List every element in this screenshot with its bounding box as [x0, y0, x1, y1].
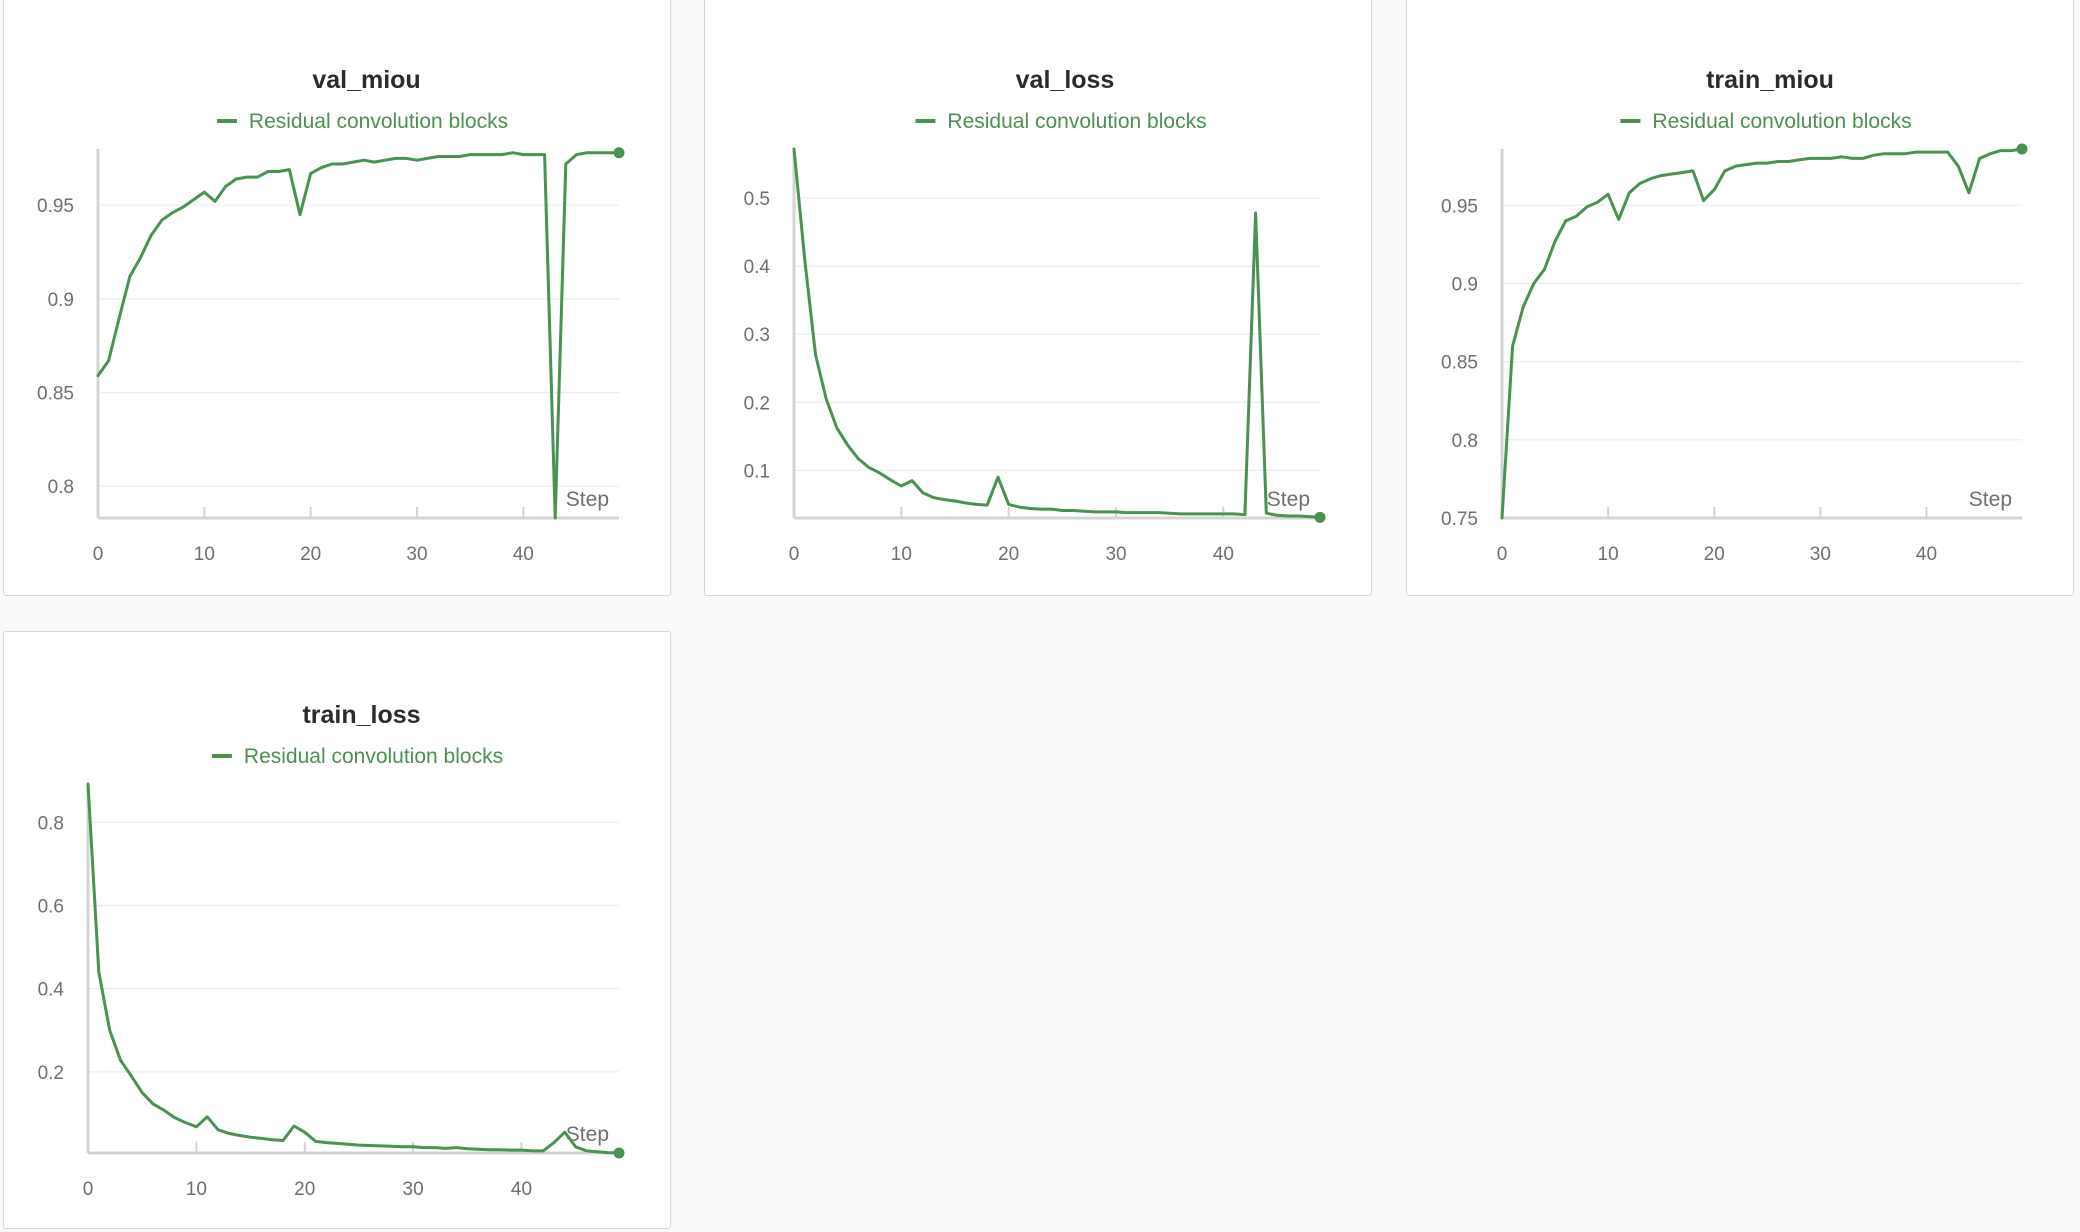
val-loss-chart: val_loss Residual convolution blocks 0.1 0.… [744, 66, 1326, 565]
y-tick-label: 0.8 [38, 813, 64, 834]
val-miou-chart: val_miou Residual convolution blocks 0.8 0.… [37, 66, 625, 565]
chart-title: val_loss [1016, 66, 1115, 94]
x-tick-label: 10 [194, 544, 215, 565]
x-tick-label: 10 [186, 1179, 207, 1200]
y-tick-label: 0.75 [1441, 509, 1478, 530]
x-tick-label: 20 [300, 544, 321, 565]
y-tick-label: 0.2 [38, 1063, 64, 1084]
series-line-residual-convolution-blocks [86, 782, 621, 1155]
x-tick-label: 30 [1105, 544, 1126, 565]
x-tick-label: 10 [1598, 544, 1619, 565]
y-tick-label: 0.9 [48, 290, 74, 311]
series-last-point [613, 147, 625, 159]
y-tick-label: 0.6 [38, 896, 64, 917]
x-tick-label: 30 [1810, 544, 1831, 565]
x-tick-label: 20 [998, 544, 1019, 565]
series-last-point [1314, 511, 1326, 523]
y-tick-label: 0.9 [1452, 274, 1478, 295]
y-tick-label: 0.3 [744, 325, 770, 346]
train-miou-chart: train_miou Residual convolution blocks 0.7… [1441, 66, 2028, 565]
y-tick-label: 0.5 [744, 189, 770, 210]
series-line-residual-convolution-blocks [96, 151, 621, 520]
x-tick-label: 10 [891, 544, 912, 565]
x-tick-label: 0 [93, 544, 104, 565]
chart-title: val_miou [312, 66, 420, 94]
chart-title: train_loss [302, 701, 420, 729]
legend-label: Residual convolution blocks [1652, 110, 1911, 133]
x-axis-label: Step [566, 1123, 609, 1146]
y-tick-label: 0.85 [1441, 353, 1478, 374]
x-tick-label: 20 [1704, 544, 1725, 565]
y-tick-label: 0.95 [37, 196, 74, 217]
chart-panel-train-loss: train_loss Residual convolution blocks 0.2… [3, 631, 671, 1229]
chart-panel-val-miou: val_miou Residual convolution blocks 0.8 0.… [3, 0, 671, 596]
x-axis-label: Step [1267, 488, 1310, 511]
y-tick-label: 0.95 [1441, 196, 1478, 217]
series-line-residual-convolution-blocks [792, 147, 1322, 519]
x-tick-label: 0 [789, 544, 800, 565]
x-tick-label: 0 [83, 1179, 94, 1200]
chart-panel-val-loss: val_loss Residual convolution blocks 0.1 0.… [704, 0, 1372, 596]
y-tick-label: 0.4 [744, 257, 771, 278]
y-tick-label: 0.1 [744, 461, 770, 482]
legend-label: Residual convolution blocks [947, 110, 1206, 133]
series-last-point [2016, 143, 2028, 155]
series-line-residual-convolution-blocks [1500, 147, 2024, 520]
y-tick-label: 0.2 [744, 393, 770, 414]
legend-label: Residual convolution blocks [244, 745, 503, 768]
legend-label: Residual convolution blocks [249, 110, 508, 133]
y-tick-label: 0.85 [37, 384, 74, 405]
x-tick-label: 40 [511, 1179, 532, 1200]
x-axis-label: Step [566, 488, 609, 511]
series-last-point [613, 1147, 625, 1159]
train-loss-chart: train_loss Residual convolution blocks 0.2… [38, 701, 625, 1200]
x-tick-label: 0 [1497, 544, 1508, 565]
x-tick-label: 40 [1916, 544, 1937, 565]
y-tick-label: 0.8 [48, 477, 74, 498]
chart-title: train_miou [1706, 66, 1834, 94]
x-tick-label: 40 [1213, 544, 1234, 565]
y-tick-label: 0.8 [1452, 431, 1478, 452]
x-tick-label: 40 [513, 544, 534, 565]
x-tick-label: 30 [403, 1179, 424, 1200]
x-axis-label: Step [1969, 488, 2012, 511]
x-tick-label: 20 [294, 1179, 315, 1200]
x-tick-label: 30 [406, 544, 427, 565]
chart-panel-train-miou: train_miou Residual convolution blocks 0.7… [1406, 0, 2074, 596]
y-tick-label: 0.4 [38, 980, 65, 1001]
